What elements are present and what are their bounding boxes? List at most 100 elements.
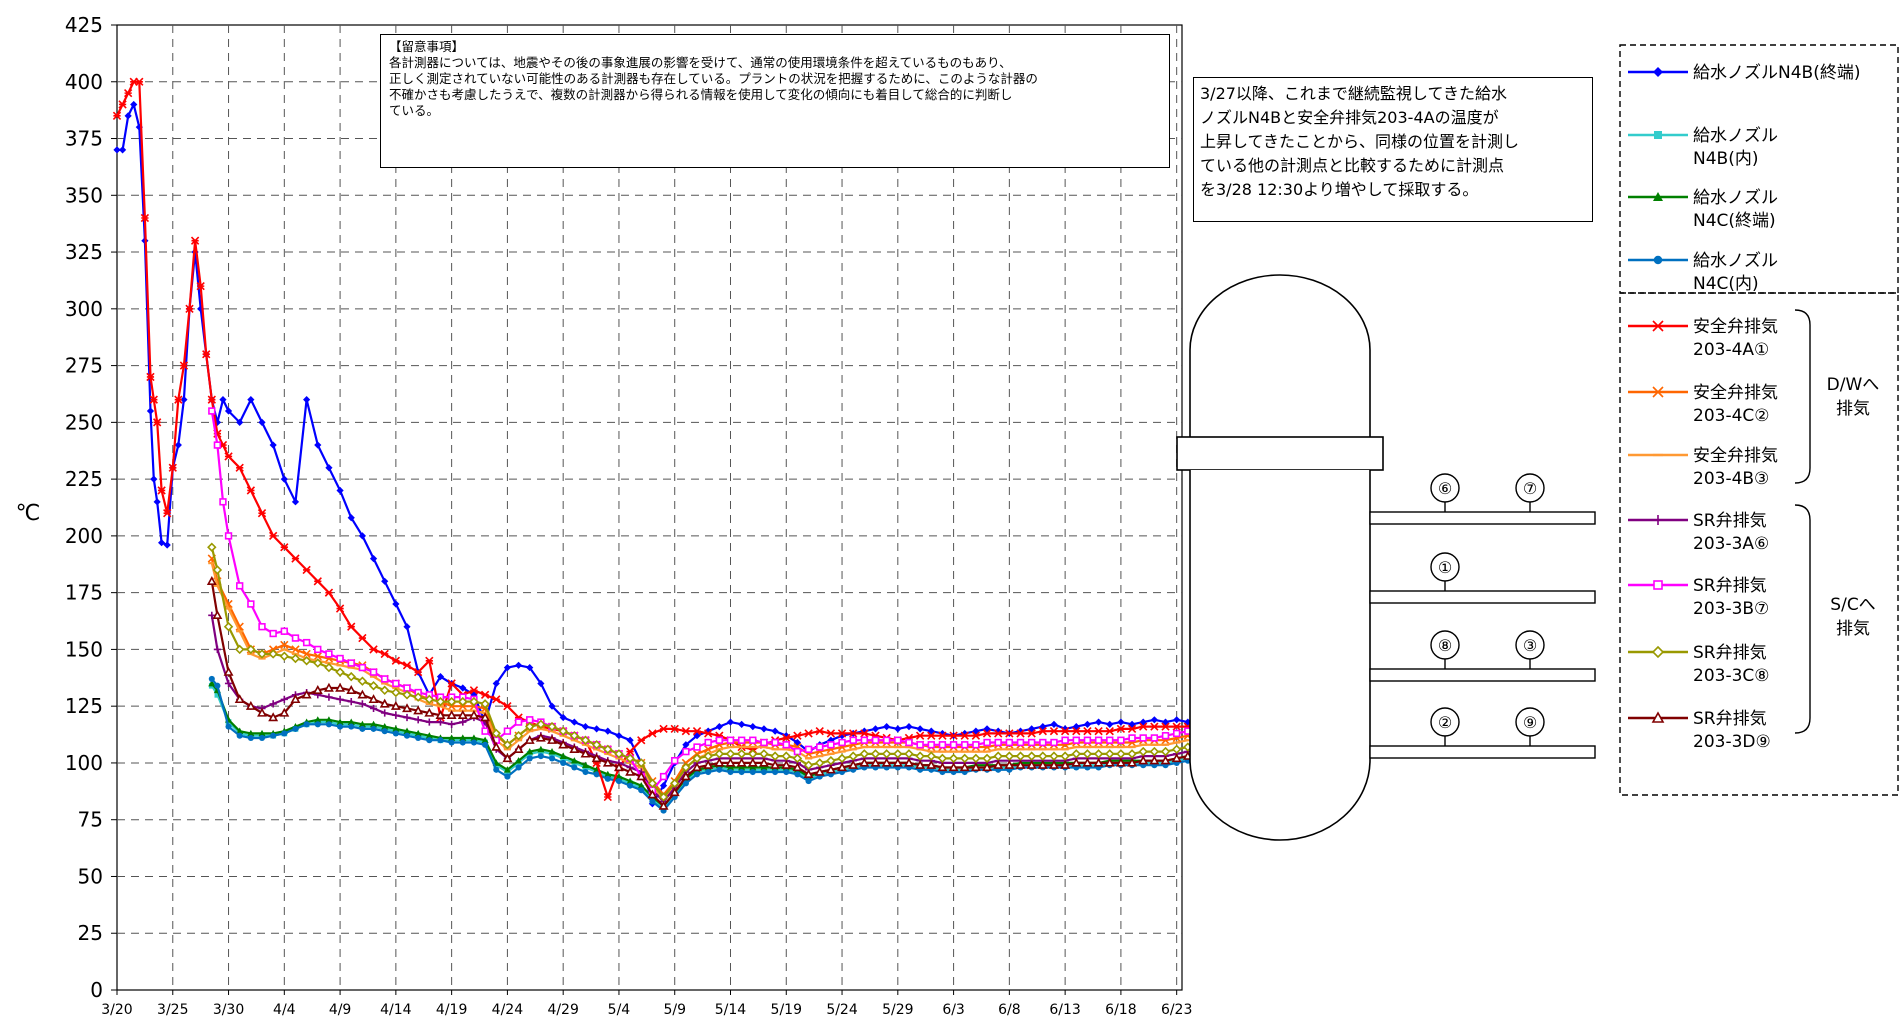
data-point [124, 112, 132, 120]
data-point [625, 747, 635, 756]
data-point [246, 644, 256, 655]
legend-marker-icon [1654, 131, 1662, 139]
data-point [736, 757, 747, 767]
data-point [357, 676, 368, 686]
data-point [860, 729, 869, 738]
data-point [1150, 716, 1158, 724]
data-point [1094, 736, 1103, 744]
data-point [838, 738, 846, 747]
data-point [759, 749, 769, 759]
data-point [425, 718, 433, 726]
data-point [949, 741, 958, 749]
data-point [815, 758, 825, 768]
data-point [636, 771, 647, 781]
data-point [682, 747, 690, 756]
data-point [1005, 738, 1014, 747]
data-point [803, 760, 814, 770]
data-point [882, 736, 891, 744]
data-point [591, 740, 602, 750]
data-point [447, 679, 456, 688]
legend-label-sub: 203-3A⑥ [1693, 534, 1769, 554]
data-point [526, 716, 534, 724]
data-point [603, 792, 612, 802]
data-point [213, 418, 221, 426]
data-point [859, 757, 870, 767]
data-point [279, 707, 290, 717]
data-point [970, 762, 981, 772]
data-point [636, 758, 646, 768]
data-point [760, 768, 768, 776]
data-point [369, 645, 378, 654]
y-tick-label: 25 [78, 921, 103, 945]
data-point [1094, 718, 1103, 726]
data-point [613, 762, 624, 772]
data-point [737, 736, 746, 744]
data-point [570, 718, 578, 726]
data-point [938, 741, 947, 749]
data-point [558, 739, 569, 749]
data-point [258, 734, 266, 742]
measurement-point-marker [1515, 473, 1545, 503]
data-point [368, 694, 379, 704]
legend-label-sub: 203-3D⑨ [1693, 732, 1771, 752]
data-point [982, 753, 992, 764]
data-point [325, 716, 333, 723]
data-point [234, 694, 245, 704]
data-point [1049, 726, 1059, 736]
data-point [860, 736, 869, 744]
y-tick-label: 50 [78, 864, 103, 888]
data-point [302, 638, 311, 647]
data-point [236, 727, 244, 735]
data-point [504, 773, 511, 780]
legend: 給水ノズルN4B(終端) 給水ノズル N4B(内) 給水ノズル N4C(終端) 給水ノズル… [1619, 44, 1899, 796]
data-point [1161, 722, 1170, 731]
y-tick-label: 200 [65, 524, 103, 548]
data-point [279, 651, 290, 661]
vessel-head [1189, 274, 1371, 440]
data-point [503, 663, 512, 672]
data-point [212, 565, 223, 575]
data-point [682, 780, 689, 787]
x-tick-label: 6/18 [1105, 1002, 1136, 1018]
data-point [281, 730, 288, 737]
data-point [749, 723, 757, 731]
data-point [381, 577, 389, 585]
data-point [336, 695, 344, 703]
reactor-vessel-diagram: ⑥ ⑦ ① ⑧ ③ ② ⑨ [1176, 274, 1596, 841]
data-point [435, 710, 446, 719]
data-point [458, 696, 468, 707]
data-point [468, 710, 479, 719]
data-point [491, 728, 501, 739]
data-point [425, 732, 433, 739]
data-point [179, 361, 189, 370]
data-point [615, 732, 623, 740]
data-point [236, 582, 244, 590]
data-point [219, 396, 227, 404]
legend-label: 給水ノズル [1693, 126, 1778, 146]
data-point [537, 679, 545, 688]
data-point [682, 741, 690, 749]
data-point [692, 726, 702, 736]
data-point [448, 734, 456, 741]
data-point [435, 696, 446, 707]
data-point [715, 723, 723, 731]
data-point [480, 712, 491, 722]
data-point [224, 407, 233, 415]
data-point [380, 649, 389, 659]
data-point [1149, 746, 1160, 757]
y-tick-label: 275 [65, 354, 103, 378]
data-point [270, 732, 277, 739]
data-point [792, 753, 803, 764]
data-point [915, 759, 926, 769]
data-point [1105, 749, 1115, 759]
data-point [1082, 757, 1093, 767]
y-tick-label: 425 [65, 13, 103, 37]
data-point [503, 702, 512, 711]
data-point [1127, 749, 1137, 759]
data-point [726, 763, 735, 771]
data-point [1161, 732, 1170, 740]
data-point [359, 725, 366, 732]
x-tick-label: 5/29 [882, 1002, 913, 1018]
data-point [314, 441, 322, 449]
legend-label-sub: N4C(内) [1693, 274, 1759, 294]
